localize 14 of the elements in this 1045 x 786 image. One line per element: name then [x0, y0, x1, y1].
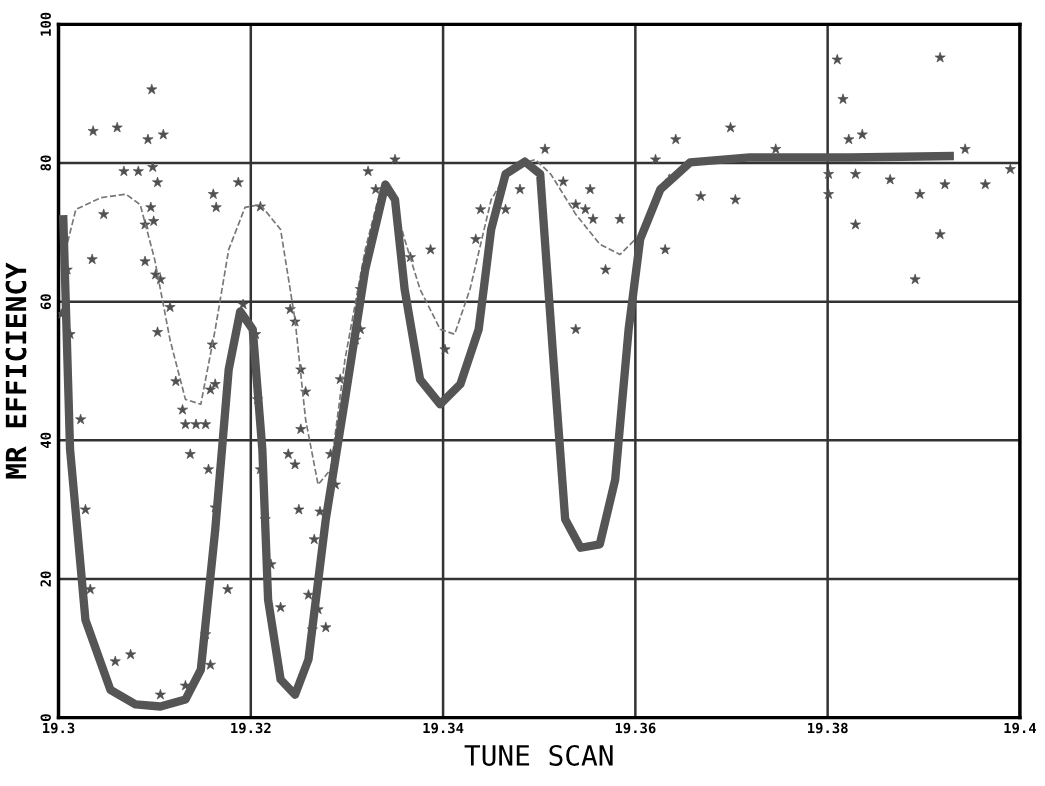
y-tick-label: 40: [40, 432, 51, 448]
y-tick-label: 80: [40, 155, 51, 171]
x-tick-label: 19.32: [231, 722, 271, 734]
x-tick-label: 19.3: [43, 722, 75, 734]
x-tick-label: 19.36: [615, 722, 656, 734]
y-tick-label: 60: [40, 294, 51, 310]
y-axis-title: MR EFFICIENCY: [5, 262, 27, 479]
y-tick-label: 100: [40, 12, 51, 36]
x-tick-label: 19.38: [808, 722, 848, 734]
x-tick-label: 19.34: [423, 722, 464, 734]
x-tick-label: 19.4: [1004, 722, 1037, 734]
y-tick-label: 20: [40, 571, 51, 587]
x-axis-title: TUNE SCAN: [464, 744, 613, 766]
y-tick-label: 0: [40, 714, 51, 721]
